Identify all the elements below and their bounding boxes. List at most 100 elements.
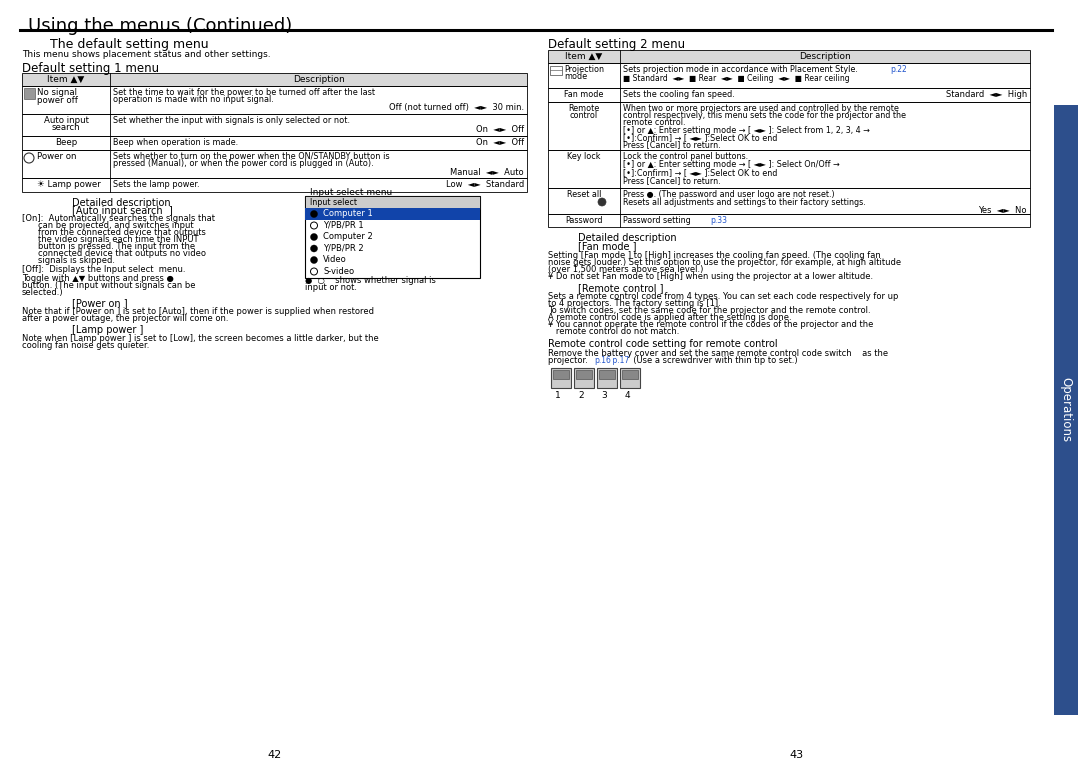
Text: Item ▲▼: Item ▲▼	[48, 75, 84, 83]
Text: control respectively, this menu sets the code for the projector and the: control respectively, this menu sets the…	[623, 111, 906, 120]
Bar	[22, 150, 527, 178]
Text: 2: 2	[578, 391, 584, 400]
Text: (over 1,500 meters above sea level.): (over 1,500 meters above sea level.)	[548, 265, 703, 274]
Text: Toggle with ▲▼ buttons and press ●: Toggle with ▲▼ buttons and press ●	[22, 274, 174, 283]
Bar	[1054, 105, 1078, 715]
Text: Operations: Operations	[1059, 378, 1072, 443]
Bar	[22, 73, 527, 86]
Text: control: control	[570, 111, 598, 120]
Text: [Fan mode ]: [Fan mode ]	[578, 241, 636, 251]
Text: 3: 3	[602, 391, 607, 400]
Bar	[22, 178, 527, 192]
Text: can be projected, and switches input: can be projected, and switches input	[38, 221, 193, 230]
Text: Lock the control panel buttons.: Lock the control panel buttons.	[623, 152, 748, 161]
Bar	[548, 188, 1030, 214]
Bar	[576, 370, 592, 379]
Text: Projection: Projection	[564, 65, 604, 74]
Text: selected.): selected.)	[22, 288, 64, 297]
Text: [Auto input search  ]: [Auto input search ]	[72, 206, 173, 216]
Text: Press [Cancel] to return.: Press [Cancel] to return.	[623, 176, 720, 185]
Bar	[550, 66, 562, 75]
Bar	[573, 368, 594, 388]
Text: Set the time to wait for the power to be turned off after the last: Set the time to wait for the power to be…	[113, 88, 375, 97]
Bar	[22, 114, 527, 136]
Circle shape	[311, 211, 318, 217]
Text: [Lamp power ]: [Lamp power ]	[72, 325, 144, 335]
Text: button. (The input without signals can be: button. (The input without signals can b…	[22, 281, 195, 290]
Text: When two or more projectors are used and controlled by the remote: When two or more projectors are used and…	[623, 104, 899, 113]
Text: connected device that outputs no video: connected device that outputs no video	[38, 249, 206, 258]
Text: [•] or ▲: Enter setting mode → [ ◄► ]: Select On/Off →: [•] or ▲: Enter setting mode → [ ◄► ]: S…	[623, 160, 840, 169]
Text: 43: 43	[789, 750, 804, 760]
Bar	[22, 86, 527, 114]
Text: Fan mode: Fan mode	[565, 90, 604, 99]
Text: Yes  ◄►  No: Yes ◄► No	[978, 206, 1027, 215]
Text: Remote: Remote	[568, 104, 599, 113]
Text: 1: 1	[555, 391, 561, 400]
Text: ¥ You cannot operate the remote control if the codes of the projector and the: ¥ You cannot operate the remote control …	[548, 320, 874, 329]
Text: [•]:Confirm] → [ ◄► ]:Select OK to end: [•]:Confirm] → [ ◄► ]:Select OK to end	[623, 168, 778, 177]
Text: operation is made with no input signal.: operation is made with no input signal.	[113, 95, 273, 104]
Text: ☀ Lamp power: ☀ Lamp power	[37, 180, 100, 189]
Text: noise gets louder.) Set this option to use the projector, for example, at high a: noise gets louder.) Set this option to u…	[548, 258, 901, 267]
Text: [•] or ▲: Enter setting mode → [ ◄► ]: Select from 1, 2, 3, 4 →: [•] or ▲: Enter setting mode → [ ◄► ]: S…	[623, 126, 869, 135]
Bar	[548, 50, 1030, 63]
Text: 4: 4	[624, 391, 630, 400]
Bar	[551, 368, 571, 388]
Text: Sets the lamp power.: Sets the lamp power.	[113, 180, 200, 189]
Text: Sets whether to turn on the power when the ON/STANDBY button is: Sets whether to turn on the power when t…	[113, 152, 390, 161]
Text: A remote control code is applied after the setting is done.: A remote control code is applied after t…	[548, 313, 792, 322]
Text: Resets all adjustments and settings to their factory settings.: Resets all adjustments and settings to t…	[623, 198, 866, 207]
Text: S-video: S-video	[323, 266, 354, 275]
Text: [On]:  Automatically searches the signals that: [On]: Automatically searches the signals…	[22, 214, 215, 223]
Text: p.33: p.33	[710, 216, 727, 225]
Text: (Use a screwdriver with thin tip to set.): (Use a screwdriver with thin tip to set.…	[627, 356, 798, 365]
Text: Video: Video	[323, 255, 347, 264]
Bar	[548, 63, 1030, 88]
Text: remote control.: remote control.	[623, 118, 686, 127]
Text: input or not.: input or not.	[305, 283, 357, 292]
Text: signals is skipped.: signals is skipped.	[38, 256, 114, 265]
Text: Note that if [Power on ] is set to [Auto], then if the power is supplied when re: Note that if [Power on ] is set to [Auto…	[22, 307, 374, 316]
Text: Password setting: Password setting	[623, 216, 693, 225]
Text: p.16: p.16	[594, 356, 611, 365]
Text: Beep when operation is made.: Beep when operation is made.	[113, 138, 238, 147]
Text: Key lock: Key lock	[567, 152, 600, 161]
Circle shape	[311, 233, 318, 240]
Bar	[24, 88, 35, 99]
Text: Reset all: Reset all	[567, 190, 602, 199]
Text: Press ●. (The password and user logo are not reset.): Press ●. (The password and user logo are…	[623, 190, 835, 199]
Text: Note when [Lamp power ] is set to [Low], the screen becomes a little darker, but: Note when [Lamp power ] is set to [Low],…	[22, 334, 379, 343]
Text: Y/PB/PR 1: Y/PB/PR 1	[323, 221, 364, 230]
Text: pressed (Manual), or when the power cord is plugged in (Auto).: pressed (Manual), or when the power cord…	[113, 159, 374, 168]
Text: Sets projection mode in accordance with Placement Style.: Sets projection mode in accordance with …	[623, 65, 861, 74]
Bar	[22, 136, 527, 150]
Text: cooling fan noise gets quieter.: cooling fan noise gets quieter.	[22, 341, 149, 350]
Text: Remove the battery cover and set the same remote control code switch    as the: Remove the battery cover and set the sam…	[548, 349, 888, 358]
Text: The default setting menu: The default setting menu	[50, 38, 208, 51]
Text: Input select menu: Input select menu	[310, 188, 392, 197]
Text: To switch codes, set the same code for the projector and the remote control.: To switch codes, set the same code for t…	[548, 306, 870, 315]
Text: Description: Description	[293, 75, 345, 83]
Circle shape	[311, 256, 318, 263]
Text: Detailed description: Detailed description	[578, 233, 677, 243]
Text: to 4 projectors. The factory setting is [1].: to 4 projectors. The factory setting is …	[548, 299, 720, 308]
Text: 42: 42	[268, 750, 282, 760]
Text: Default setting 1 menu: Default setting 1 menu	[22, 62, 159, 75]
Text: [•]:Confirm] → [ ◄► ]:Select OK to end: [•]:Confirm] → [ ◄► ]:Select OK to end	[623, 133, 778, 142]
Text: Auto input: Auto input	[43, 116, 89, 125]
Text: [Off]:  Displays the Input select  menu.: [Off]: Displays the Input select menu.	[22, 265, 186, 274]
Text: This menu shows placement status and other settings.: This menu shows placement status and oth…	[22, 50, 271, 59]
Text: Set whether the input with signals is only selected or not.: Set whether the input with signals is on…	[113, 116, 350, 125]
Text: Detailed description: Detailed description	[72, 198, 171, 208]
Bar	[548, 214, 1030, 227]
Text: Y/PB/PR 2: Y/PB/PR 2	[323, 243, 364, 253]
Text: Sets a remote control code from 4 types. You can set each code respectively for : Sets a remote control code from 4 types.…	[548, 292, 899, 301]
Text: Off (not turned off)  ◄►  30 min.: Off (not turned off) ◄► 30 min.	[389, 103, 524, 112]
Text: [Power on ]: [Power on ]	[72, 298, 127, 308]
Text: remote control do not match.: remote control do not match.	[548, 327, 679, 336]
Text: ■ Standard  ◄►  ■ Rear  ◄►  ■ Ceiling  ◄►  ■ Rear ceiling: ■ Standard ◄► ■ Rear ◄► ■ Ceiling ◄► ■ R…	[623, 74, 850, 83]
Bar	[305, 196, 480, 278]
Bar	[548, 88, 1030, 102]
Text: Sets the cooling fan speed.: Sets the cooling fan speed.	[623, 90, 734, 99]
